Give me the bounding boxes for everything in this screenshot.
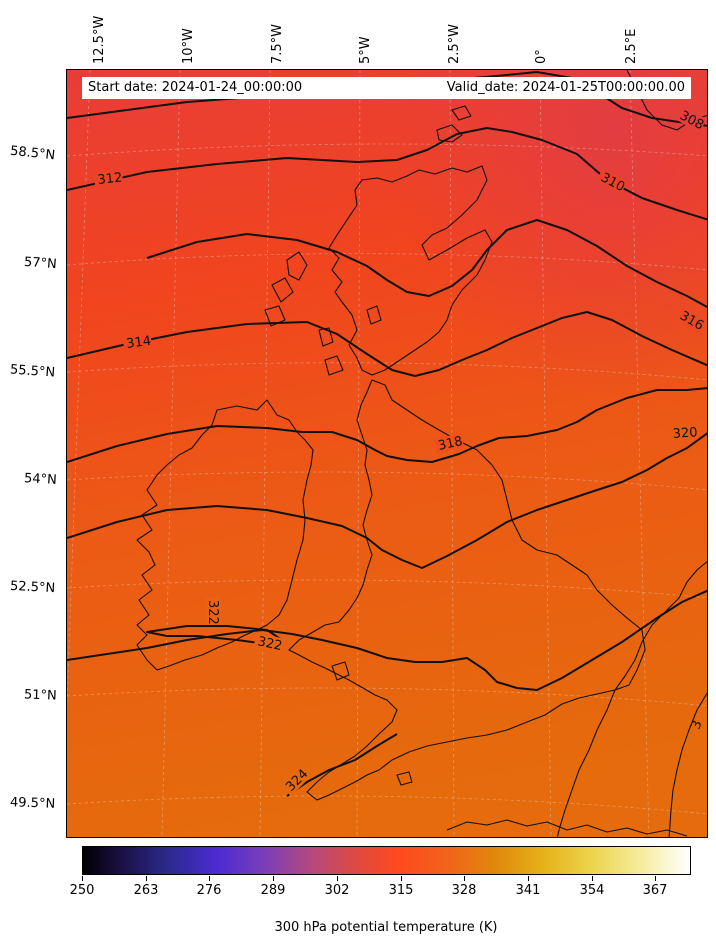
- colorbar-label-276: 276: [196, 883, 222, 898]
- colorbar-tick: [592, 876, 593, 881]
- contour-316: [67, 387, 707, 463]
- colorbar-label-289: 289: [260, 883, 286, 898]
- svg-text:318: 318: [437, 434, 464, 454]
- colorbar-tick: [464, 876, 465, 881]
- lon-label-12-5w: 12.5°W: [92, 15, 107, 64]
- lon-label-5w: 5°W: [358, 36, 373, 64]
- lon-label-7-5w: 7.5°W: [270, 23, 285, 64]
- contour-label-310: 310: [595, 167, 628, 195]
- svg-text:320: 320: [672, 425, 698, 442]
- lat-label-49-5n: 49.5°N: [9, 795, 56, 812]
- contour-312: [146, 219, 707, 309]
- contour-314: [67, 311, 707, 377]
- temperature-field-north-patch: [67, 70, 707, 837]
- colorbar-tick: [146, 876, 147, 881]
- lat-label-57n: 57°N: [23, 254, 58, 273]
- valid-date: Valid_date: 2024-01-25T00:00:00.00: [446, 80, 685, 95]
- lon-label-10w: 10°W: [181, 28, 196, 64]
- contour-lines: [67, 71, 707, 797]
- colorbar-label-263: 263: [133, 883, 159, 898]
- colorbar-tick: [273, 876, 274, 881]
- svg-text:322: 322: [205, 600, 220, 625]
- contour-label-322-vertical: 322: [205, 597, 221, 625]
- colorbar-label-315: 315: [388, 883, 414, 898]
- colorbar-tick: [528, 876, 529, 881]
- map-panel: 308 310 312 314 316 318 320 322 322 324 …: [66, 69, 708, 838]
- contour-label-318: 318: [433, 433, 464, 454]
- colorbar-tick: [82, 876, 83, 881]
- lon-label-0: 0°: [534, 49, 549, 64]
- lon-label-2-5w: 2.5°W: [447, 23, 462, 64]
- colorbar: [82, 846, 691, 875]
- start-date: Start date: 2024-01-24_00:00:00: [88, 80, 303, 95]
- lat-label-58-5n: 58.5°N: [9, 143, 56, 164]
- colorbar-tick: [401, 876, 402, 881]
- colorbar-tick: [209, 876, 210, 881]
- colorbar-label-250: 250: [69, 883, 95, 898]
- contour-310: [67, 127, 707, 221]
- colorbar-label-302: 302: [324, 883, 350, 898]
- contour-320: [67, 589, 707, 691]
- lat-label-54n: 54°N: [23, 471, 58, 488]
- colorbar-label-354: 354: [579, 883, 605, 898]
- contour-label-312: 312: [93, 169, 124, 188]
- lat-label-55-5n: 55.5°N: [9, 362, 56, 381]
- lat-label-51n: 51°N: [23, 687, 58, 704]
- svg-text:312: 312: [97, 170, 123, 188]
- colorbar-tick: [655, 876, 656, 881]
- colorbar-label-367: 367: [642, 883, 668, 898]
- svg-text:314: 314: [125, 334, 152, 352]
- coastlines: [136, 70, 707, 837]
- contour-324: [286, 733, 398, 797]
- lon-label-2-5e: 2.5°E: [624, 28, 639, 64]
- contour-308: [67, 71, 707, 127]
- colorbar-tick: [337, 876, 338, 881]
- info-box: Start date: 2024-01-24_00:00:00 Valid_da…: [82, 77, 691, 99]
- contour-label-314: 314: [122, 332, 153, 352]
- colorbar-title: 300 hPa potential temperature (K): [274, 920, 498, 935]
- map-canvas: 308 310 312 314 316 318 320 322 322 324 …: [67, 70, 707, 837]
- contour-318: [67, 432, 707, 569]
- contour-label-320: 320: [669, 424, 699, 442]
- colorbar-label-328: 328: [451, 883, 477, 898]
- svg-text:322: 322: [256, 634, 283, 654]
- colorbar-label-341: 341: [515, 883, 541, 898]
- lat-label-52-5n: 52.5°N: [9, 578, 56, 597]
- contour-label-322: 322: [253, 632, 284, 654]
